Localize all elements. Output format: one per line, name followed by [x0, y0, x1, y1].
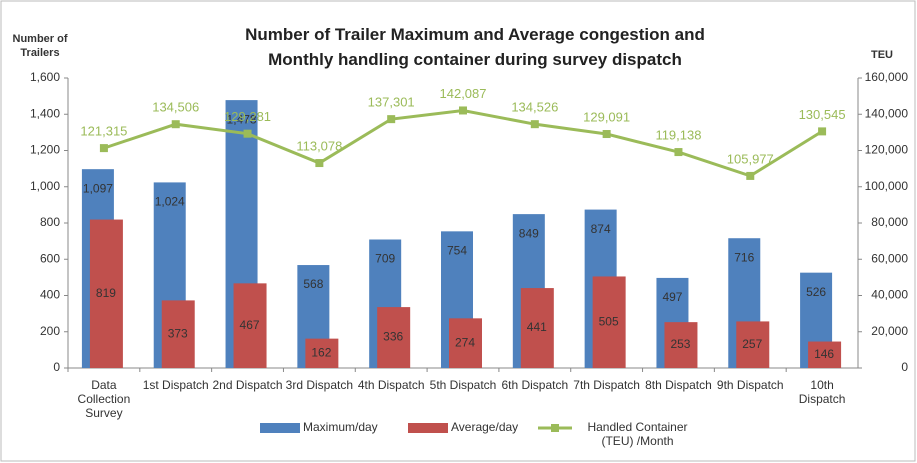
line-marker [99, 144, 108, 153]
line-marker [243, 129, 252, 138]
bar-average [161, 300, 195, 368]
y2-tick-label: 0 [901, 360, 908, 374]
y-tick-label: 600 [40, 251, 60, 265]
bar-label: 467 [240, 318, 260, 332]
y2-tick-label: 100,000 [865, 179, 909, 193]
bar-average [664, 322, 698, 368]
line-label: 119,138 [655, 127, 701, 142]
x-tick-label: 8th Dispatch [645, 378, 712, 392]
bar-average [736, 321, 770, 368]
line-marker [746, 171, 755, 180]
line-marker [459, 106, 467, 115]
y2-tick-label: 160,000 [865, 70, 909, 84]
x-tick-label: 1st Dispatch [142, 378, 209, 392]
y2-tick-label: 140,000 [865, 106, 909, 120]
y-tick-label: 800 [40, 215, 60, 229]
x-tick-label: 4th Dispatch [357, 378, 425, 392]
legend-label: Average/day [451, 420, 518, 434]
bar-average [89, 219, 123, 368]
y2-tick-label: 40,000 [871, 288, 908, 302]
bar-label: 526 [806, 285, 826, 299]
bar-average [377, 307, 411, 368]
bar-label: 162 [311, 345, 331, 359]
bar-average [449, 318, 482, 368]
y-tick-label: 1,200 [30, 143, 60, 157]
bar-label: 716 [734, 250, 754, 264]
x-tick-label: 6th Dispatch [501, 378, 569, 392]
x-tick-label: 10th Dispatch [798, 378, 846, 406]
bar-label: 441 [527, 320, 547, 334]
x-tick-label: 3rd Dispatch [285, 378, 354, 392]
line-marker [171, 120, 180, 129]
y2-tick-label: 120,000 [865, 143, 909, 157]
y-tick-label: 1,600 [30, 70, 60, 84]
line-marker [530, 120, 539, 129]
bar-label: 1,024 [155, 195, 185, 209]
bar-label: 274 [455, 335, 475, 349]
y2-tick-label: 60,000 [871, 251, 908, 265]
y2-tick-label: 80,000 [871, 215, 908, 229]
y-tick-label: 0 [53, 360, 60, 374]
x-tick-label: Data Collection Survey [77, 378, 131, 420]
legend-label: Handled Container (TEU) /Month [587, 420, 688, 448]
bar-label: 257 [742, 337, 762, 351]
bar-label: 336 [383, 330, 403, 344]
line-marker [818, 127, 827, 136]
bar-label: 709 [375, 252, 395, 266]
line-label: 137,301 [368, 95, 415, 110]
legend-label: Maximum/day [303, 420, 378, 434]
bar-label: 874 [591, 222, 611, 236]
bar-average [808, 341, 842, 368]
bar-average [520, 288, 554, 368]
y-tick-label: 400 [40, 288, 60, 302]
y2-axis-label: TEU [871, 49, 893, 61]
legend-swatch [551, 424, 559, 432]
chart-title: Number of Trailer Maximum and Average co… [245, 25, 705, 69]
line-label: 134,506 [152, 100, 199, 115]
line-marker [387, 115, 396, 124]
y-axis-label: Number of Trailers [12, 33, 68, 59]
line-label: 130,545 [799, 107, 846, 122]
x-tick-label: 7th Dispatch [573, 378, 640, 392]
y-tick-label: 1,400 [30, 106, 60, 120]
line-label: 105,977 [727, 151, 774, 166]
line-label: 129,281 [224, 109, 271, 124]
bar-label: 1,097 [83, 181, 113, 195]
bar-label: 754 [447, 244, 467, 258]
line-handled [103, 108, 823, 178]
line-label: 129,091 [583, 109, 630, 124]
bar-label: 497 [662, 290, 682, 304]
bar-label: 849 [519, 226, 539, 240]
line-label: 142,087 [440, 86, 487, 101]
bar-label: 1,478 [227, 112, 257, 126]
line-label: 134,526 [511, 100, 558, 115]
x-tick-label: 5th Dispatch [429, 378, 497, 392]
bar-label: 373 [168, 326, 188, 340]
y-tick-label: 200 [40, 324, 60, 338]
line-marker [602, 130, 611, 139]
bar-label: 505 [599, 314, 619, 328]
bar-label: 253 [670, 337, 690, 351]
y-tick-label: 1,000 [30, 179, 60, 193]
line-marker [315, 159, 324, 168]
x-tick-label: 2nd Dispatch [212, 378, 283, 392]
line-label: 113,078 [296, 138, 342, 153]
legend-swatch [408, 423, 448, 433]
bar-label: 819 [96, 286, 116, 300]
legend-swatch [260, 423, 300, 433]
x-tick-label: 9th Dispatch [716, 378, 784, 392]
line-label: 121,315 [80, 124, 127, 139]
bar-average [233, 283, 267, 368]
bar-average [592, 276, 626, 368]
bar-average [305, 338, 339, 368]
bar-label: 146 [814, 347, 834, 361]
y2-tick-label: 20,000 [871, 324, 908, 338]
line-marker [674, 148, 683, 157]
bar-label: 568 [303, 277, 323, 291]
